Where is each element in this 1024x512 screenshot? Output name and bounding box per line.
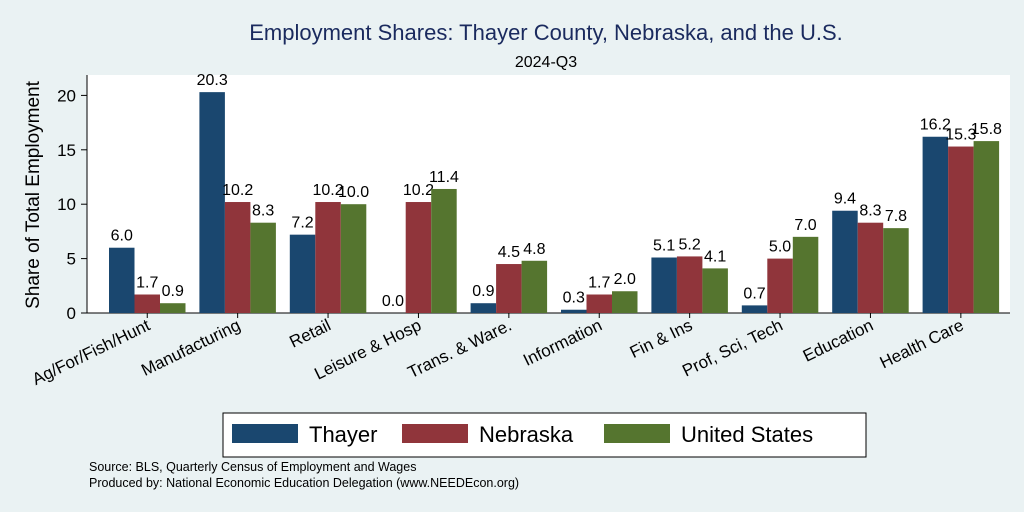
bar [586, 294, 612, 313]
category-label: Retail [286, 316, 333, 352]
bar [612, 291, 638, 313]
bar [496, 264, 522, 313]
bar [792, 236, 819, 313]
bar [224, 202, 251, 313]
data-label: 15.8 [971, 121, 1002, 138]
legend-swatch [604, 424, 670, 443]
category-label: Fin & Ins [627, 316, 696, 362]
data-label: 7.0 [794, 217, 816, 234]
data-label: 2.0 [614, 271, 636, 288]
data-label: 10.2 [312, 182, 343, 199]
legend-swatch [402, 424, 468, 443]
y-tick-label: 0 [67, 304, 76, 323]
legend-label: Thayer [309, 422, 377, 447]
bar [832, 210, 858, 313]
bar [160, 303, 186, 313]
bar [431, 188, 457, 313]
data-label: 10.2 [403, 182, 434, 199]
bar [134, 294, 160, 313]
producer-note: Produced by: National Economic Education… [89, 476, 519, 490]
data-label: 7.8 [885, 208, 907, 225]
data-label: 0.3 [563, 290, 585, 307]
bar [561, 309, 587, 313]
category-label: Prof, Sci, Tech [679, 316, 786, 381]
data-label: 0.7 [743, 285, 765, 302]
data-label: 5.2 [679, 236, 701, 253]
bar [857, 222, 884, 313]
category-label: Information [520, 316, 605, 370]
category-label: Ag/For/Fish/Hunt [29, 315, 153, 389]
bar [470, 303, 497, 313]
bar [883, 228, 909, 313]
bar [109, 247, 135, 313]
data-label: 10.2 [222, 182, 253, 199]
data-label: 8.3 [859, 203, 881, 220]
data-label: 7.2 [291, 215, 313, 232]
bar [289, 234, 316, 313]
data-label: 5.1 [653, 238, 675, 255]
category-label: Manufacturing [138, 316, 243, 380]
data-label: 15.3 [945, 127, 976, 144]
data-label: 0.0 [382, 293, 404, 310]
legend-label: Nebraska [479, 422, 574, 447]
bar [315, 202, 341, 313]
y-tick-label: 10 [57, 195, 76, 214]
data-label: 1.7 [136, 275, 158, 292]
data-label: 1.7 [588, 275, 610, 292]
category-label: Health Care [877, 316, 967, 373]
category-label: Trans. & Ware. [405, 316, 515, 383]
data-label: 11.4 [429, 169, 459, 186]
legend-box [222, 412, 867, 458]
chart-subtitle: 2024-Q3 [515, 54, 577, 71]
data-label: 20.3 [197, 72, 228, 89]
bar [922, 136, 949, 313]
y-tick-label: 5 [67, 250, 76, 269]
data-label: 5.0 [769, 239, 791, 256]
data-label: 4.5 [498, 244, 520, 261]
bar [340, 204, 367, 313]
source-note: Source: BLS, Quarterly Census of Employm… [89, 460, 416, 474]
bar [702, 268, 728, 313]
bar [250, 222, 276, 313]
chart-title: Employment Shares: Thayer County, Nebras… [249, 20, 842, 45]
data-label: 10.0 [338, 184, 369, 201]
data-label: 16.2 [920, 117, 951, 134]
data-label: 4.8 [523, 241, 545, 258]
bar [199, 92, 225, 313]
data-label: 0.9 [472, 283, 494, 300]
legend-swatch [232, 424, 298, 443]
y-tick-label: 15 [57, 141, 76, 160]
data-label: 9.4 [834, 191, 856, 208]
bar [651, 257, 677, 313]
data-label: 4.1 [704, 248, 726, 265]
legend: Thayer Nebraska United States [222, 412, 867, 458]
bar [405, 202, 432, 313]
bar [676, 256, 703, 313]
bar [521, 260, 548, 313]
legend-label: United States [681, 422, 813, 447]
bar [973, 141, 1000, 313]
data-label: 6.0 [111, 228, 133, 245]
category-label: Education [800, 316, 876, 366]
bar [741, 305, 768, 313]
data-label: 8.3 [252, 203, 274, 220]
bar [948, 146, 974, 313]
data-label: 0.9 [162, 283, 184, 300]
y-axis-label: Share of Total Employment [23, 80, 44, 308]
y-tick-label: 20 [57, 86, 76, 105]
bar [767, 258, 793, 313]
